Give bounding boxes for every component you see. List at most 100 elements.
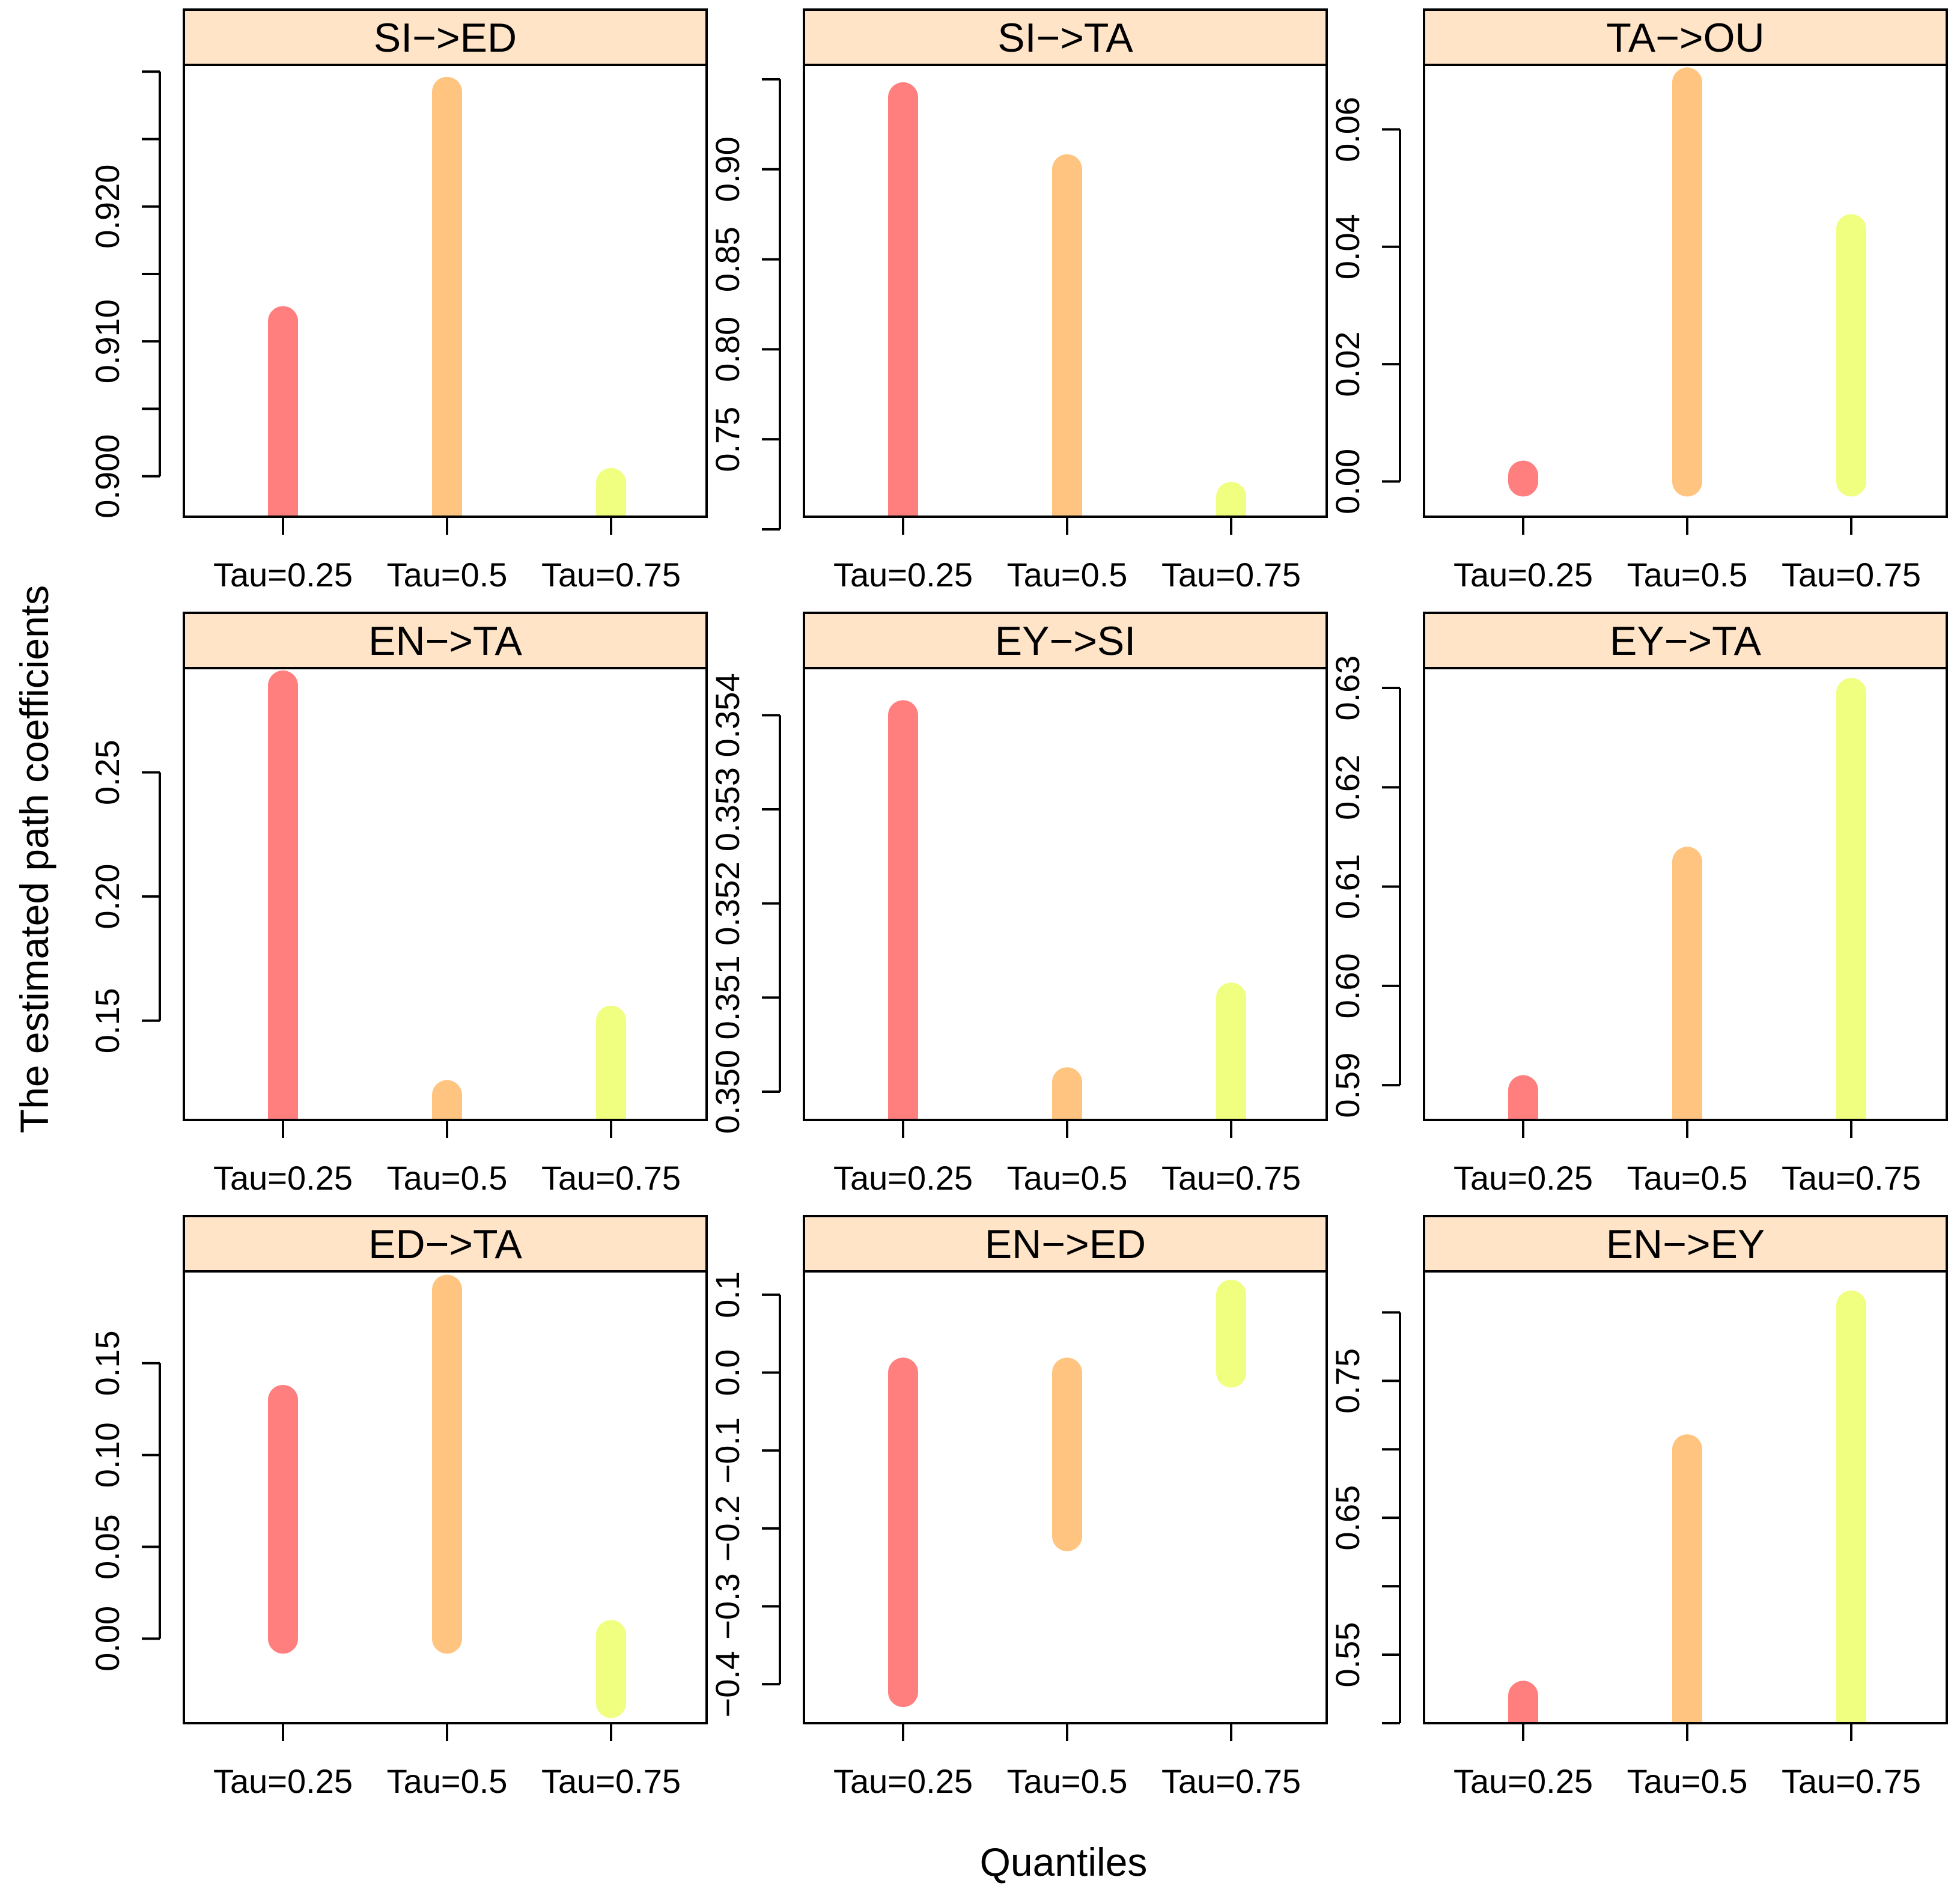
y-tick-label: 0.55	[1328, 1622, 1366, 1688]
panel-strip	[1423, 1215, 1948, 1273]
x-tick-label: Tau=0.75	[1161, 1159, 1301, 1197]
y-tick-label: 0.02	[1328, 332, 1366, 397]
x-tick-label: Tau=0.5	[1007, 1762, 1128, 1800]
panel-strip	[183, 1215, 708, 1273]
y-tick-label: 0.350	[708, 1050, 746, 1134]
panel-strip	[803, 1215, 1328, 1273]
panel-strip	[1423, 612, 1948, 669]
y-tick-label: 0.352	[708, 862, 746, 946]
y-tick-label: 0.353	[708, 767, 746, 851]
y-tick-label: 0.63	[1328, 656, 1366, 721]
x-axis-title: Quantiles	[980, 1840, 1148, 1884]
y-tick-label: −0.3	[708, 1573, 746, 1640]
plot-frame	[183, 1270, 708, 1724]
panel-title: SI−>TA	[997, 15, 1133, 61]
panel: EY−>SI 0.350 0.351 0.352 0.353 0.354 Tau=0.25 T…	[708, 612, 1328, 1197]
x-tick-label: Tau=0.75	[541, 556, 681, 594]
x-tick-label: Tau=0.25	[833, 1159, 973, 1197]
panel: SI−>ED 0.900 0.910 0.920 Tau=0.25 Tau=0.5 Tau=…	[88, 8, 708, 594]
bar-group	[1508, 1290, 1866, 1723]
x-tick-label: Tau=0.5	[1007, 1159, 1128, 1197]
y-tick-label: 0.75	[708, 407, 746, 472]
y-tick-label: 0.00	[88, 1606, 126, 1672]
x-tick-label: Tau=0.5	[1627, 556, 1748, 594]
x-tick-label: Tau=0.5	[1627, 1159, 1748, 1197]
x-tick-label: Tau=0.25	[833, 556, 973, 594]
bar-group	[1508, 678, 1866, 1120]
y-tick-label: 0.351	[708, 955, 746, 1039]
y-tick-label: 0.60	[1328, 953, 1366, 1018]
y-tick-label: 0.90	[708, 136, 746, 202]
x-tick-label: Tau=0.25	[213, 1762, 353, 1800]
panel-title: EN−>TA	[368, 618, 522, 664]
y-tick-label: −0.2	[708, 1495, 746, 1562]
plot-frame	[1423, 1270, 1948, 1724]
y-tick-label: 0.15	[88, 1330, 126, 1396]
x-tick-label: Tau=0.25	[213, 1159, 353, 1197]
y-tick-label: 0.1	[708, 1271, 746, 1318]
y-tick-label: 0.10	[88, 1422, 126, 1488]
x-tick-label: Tau=0.25	[1453, 1159, 1593, 1197]
panel: EN−>EY 0.55 0.65 0.75 Tau=0.25 Tau=0.5 Tau=0.7…	[1328, 1215, 1948, 1800]
y-tick-label: 0.900	[88, 434, 126, 519]
panel-grid: SI−>ED 0.900 0.910 0.920 Tau=0.25 Tau=0.5 Tau=…	[88, 8, 1948, 1800]
plot-frame	[1423, 64, 1948, 518]
y-tick-label: −0.4	[708, 1651, 746, 1718]
panel-title: EY−>SI	[995, 618, 1136, 664]
panel-strip	[183, 612, 708, 669]
panel: EN−>TA 0.15 0.20 0.25 Tau=0.25 Tau=0.5 Tau=0.7…	[88, 612, 708, 1197]
y-tick-label: 0.62	[1328, 755, 1366, 820]
y-tick-label: 0.85	[708, 227, 746, 292]
x-tick-label: Tau=0.75	[541, 1159, 681, 1197]
y-tick-label: 0.910	[88, 299, 126, 383]
x-tick-label: Tau=0.5	[387, 1159, 508, 1197]
plot-frame	[803, 667, 1328, 1121]
y-tick-label: 0.04	[1328, 214, 1366, 279]
x-tick-label: Tau=0.75	[1161, 1762, 1301, 1800]
x-tick-label: Tau=0.5	[1007, 556, 1128, 594]
x-tick-label: Tau=0.25	[833, 1762, 973, 1800]
x-tick-label: Tau=0.5	[1627, 1762, 1748, 1800]
panel-strip	[803, 8, 1328, 66]
panel: EN−>ED −0.4 −0.3 −0.2 −0.1 0.0 0.1 Tau=0.25 Tau=…	[708, 1215, 1328, 1800]
panel-title: ED−>TA	[368, 1221, 522, 1267]
panel-title: EN−>ED	[985, 1221, 1146, 1267]
bar-group	[268, 76, 626, 517]
y-tick-label: 0.59	[1328, 1053, 1366, 1118]
bar-group	[888, 700, 1246, 1120]
bar-group	[1508, 67, 1866, 497]
y-tick-label: −0.1	[708, 1417, 746, 1484]
panel: EY−>TA 0.59 0.60 0.61 0.62 0.63 Tau=0.25 Tau=0.…	[1328, 612, 1948, 1197]
x-tick-label: Tau=0.5	[387, 1762, 508, 1800]
plot-frame	[183, 667, 708, 1121]
bar-group	[268, 1274, 626, 1718]
panel-title: EY−>TA	[1610, 618, 1762, 664]
bar-group	[888, 1279, 1246, 1708]
plot-frame	[803, 64, 1328, 518]
y-tick-label: 0.354	[708, 673, 746, 757]
y-tick-label: 0.80	[708, 317, 746, 382]
panel: SI−>TA 0.75 0.80 0.85 0.90 Tau=0.25 Tau=0.5 Tau…	[708, 8, 1328, 594]
y-tick-label: 0.25	[88, 740, 126, 805]
plot-frame	[803, 1270, 1328, 1724]
panel-strip	[1423, 8, 1948, 66]
x-tick-label: Tau=0.75	[1782, 1762, 1921, 1800]
panel-title: EN−>EY	[1606, 1221, 1765, 1267]
y-tick-label: 0.920	[88, 165, 126, 249]
panel: TA−>OU 0.00 0.02 0.04 0.06 Tau=0.25 Tau=0.5 Tau…	[1328, 8, 1948, 594]
plot-frame	[1423, 667, 1948, 1121]
x-tick-label: Tau=0.25	[213, 556, 353, 594]
y-tick-label: 0.06	[1328, 97, 1366, 162]
plot-frame	[183, 64, 708, 518]
x-tick-label: Tau=0.75	[541, 1762, 681, 1800]
y-axis-title: The estimated path coefficients	[12, 585, 56, 1133]
x-tick-label: Tau=0.75	[1161, 556, 1301, 594]
bar-group	[268, 670, 626, 1120]
bar-group	[888, 82, 1246, 517]
panel: ED−>TA 0.00 0.05 0.10 0.15 Tau=0.25 Tau=0.5 Tau…	[88, 1215, 708, 1800]
y-tick-label: 0.0	[708, 1349, 746, 1396]
y-tick-label: 0.00	[1328, 449, 1366, 514]
panel-strip	[183, 8, 708, 66]
x-tick-label: Tau=0.25	[1453, 1762, 1593, 1800]
y-tick-label: 0.20	[88, 864, 126, 929]
